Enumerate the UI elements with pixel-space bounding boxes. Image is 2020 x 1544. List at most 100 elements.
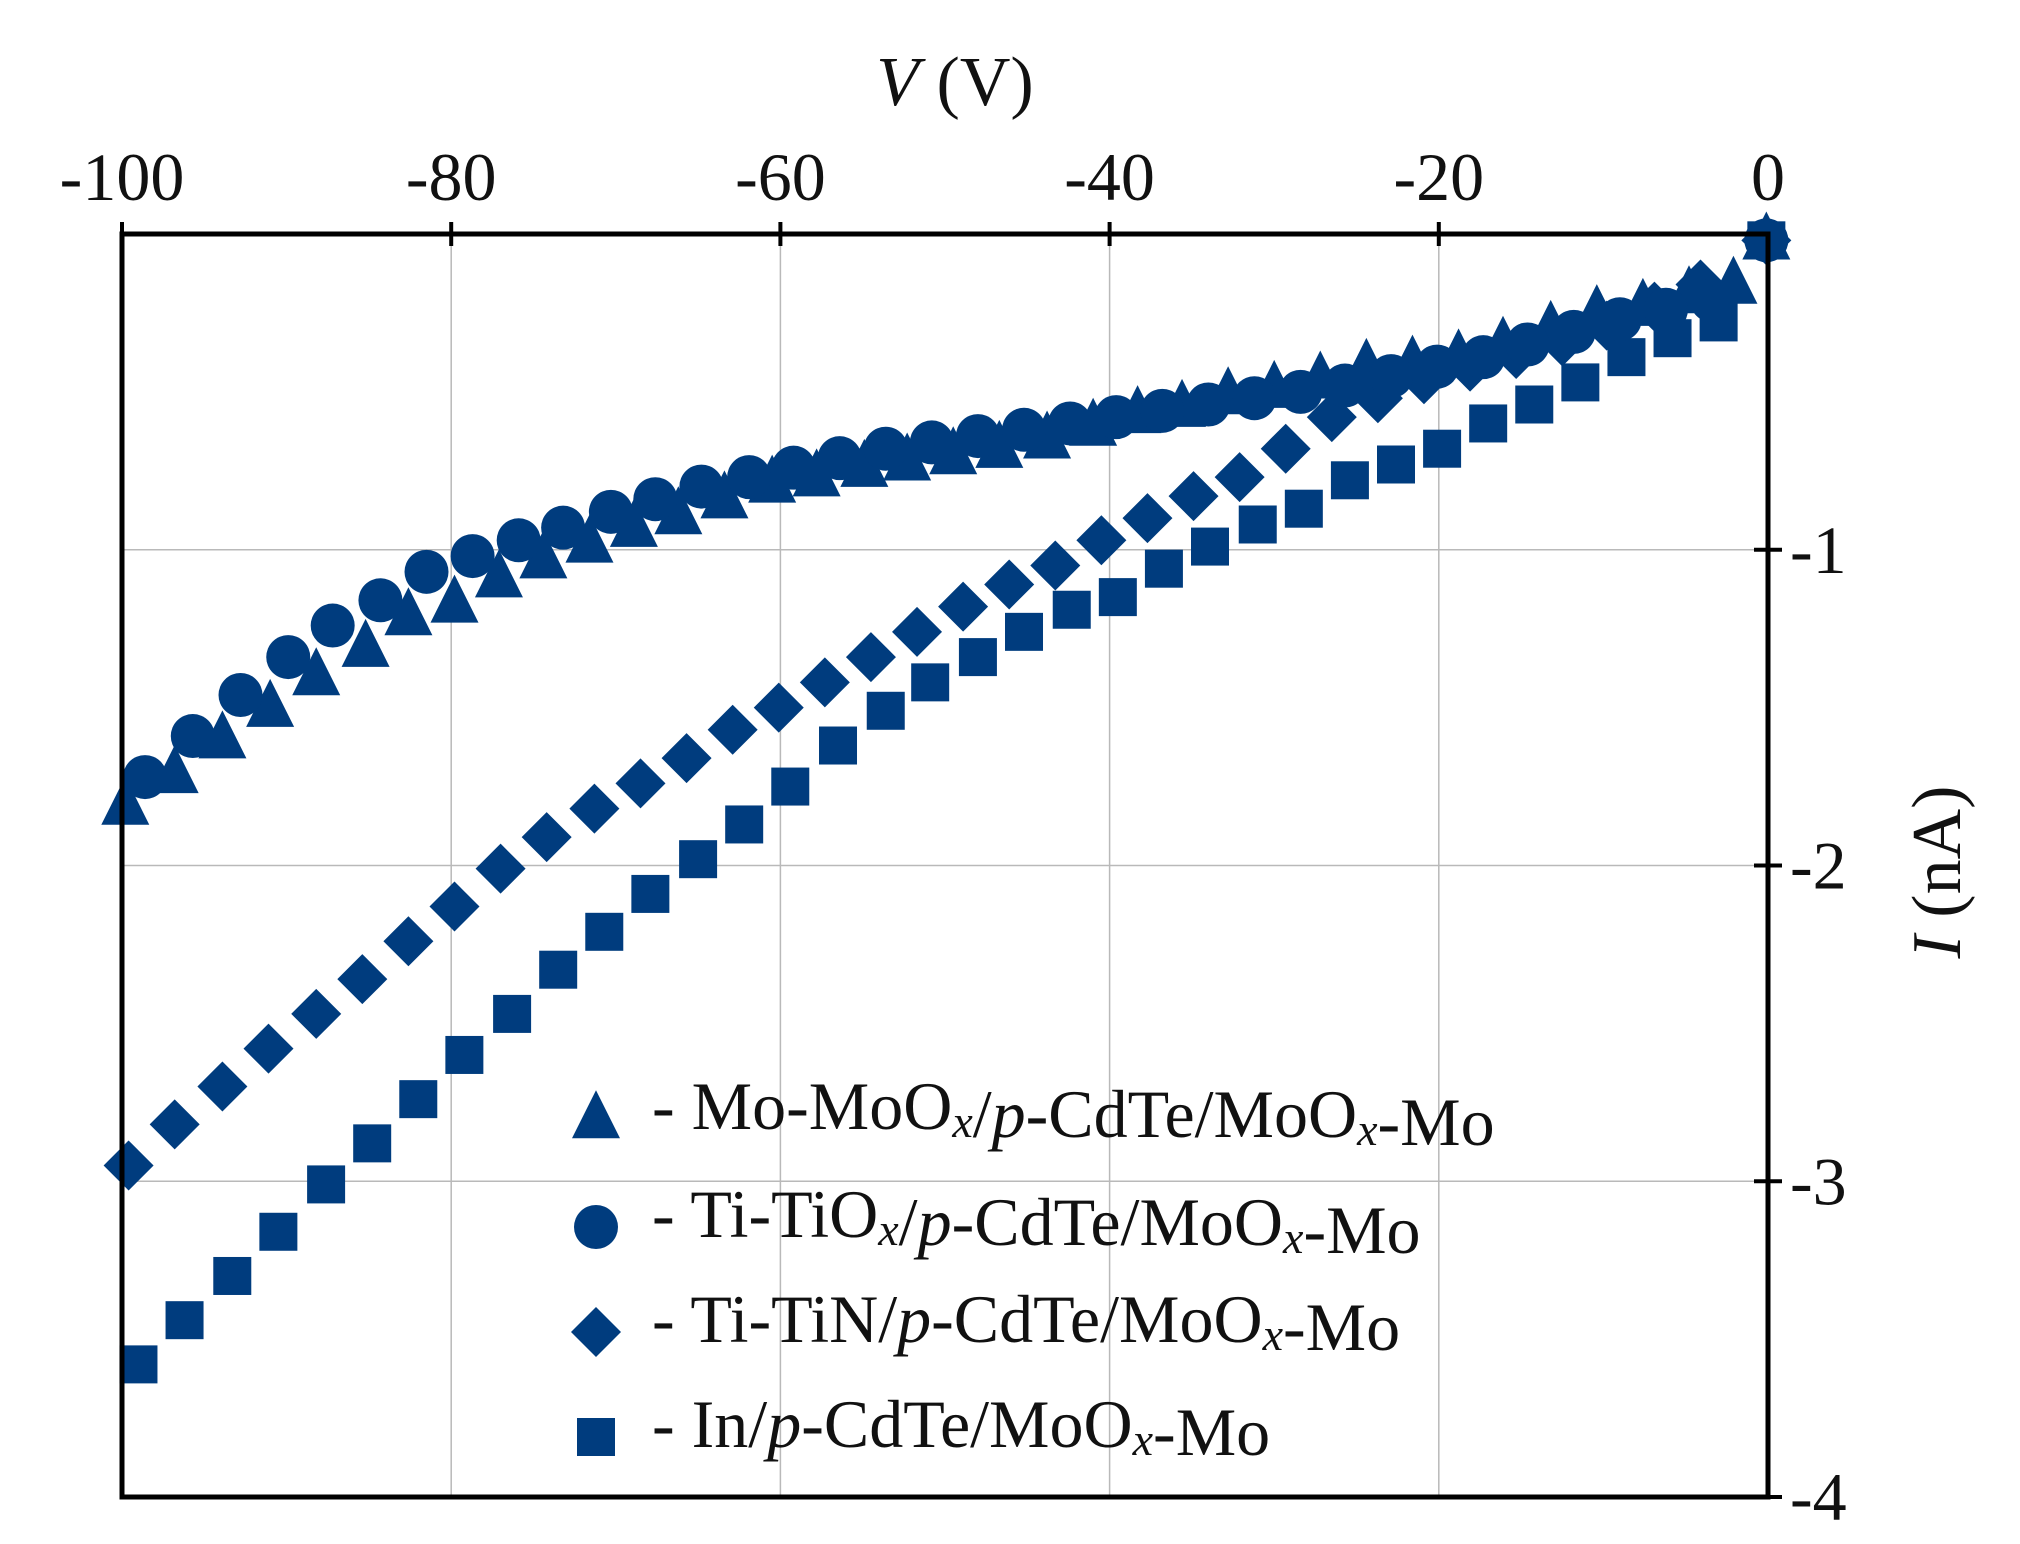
- data-point-square: [771, 767, 810, 806]
- data-markers: [101, 211, 1792, 1384]
- x-axis-title-symbol: V: [876, 44, 926, 121]
- data-point-circle: [1597, 297, 1642, 342]
- data-point-diamond: [475, 843, 526, 894]
- y-axis-title-symbol: I: [1899, 932, 1976, 960]
- data-point-circle: [541, 505, 586, 550]
- y-tick-label: -4: [1790, 1459, 1847, 1535]
- data-point-circle: [909, 420, 954, 465]
- data-point-triangle: [609, 498, 658, 547]
- data-point-square: [119, 1345, 158, 1384]
- data-point-triangle: [101, 776, 150, 825]
- data-point-circle: [1551, 309, 1596, 354]
- data-point-triangle: [292, 647, 341, 696]
- legend-item: - In/p-CdTe/MoOx-Mo: [577, 1386, 1270, 1470]
- x-tick-label: -60: [735, 139, 826, 215]
- data-point-circle: [817, 436, 862, 481]
- legend-marker-circle: [574, 1205, 618, 1249]
- legend-label: - In/p-CdTe/MoOx-Mo: [652, 1386, 1270, 1470]
- data-point-triangle: [474, 549, 523, 598]
- legend-marker-triangle: [572, 1090, 620, 1139]
- data-point-circle: [1140, 388, 1185, 433]
- legend-label: - Mo-MoOx/p-CdTe/MoOx-Mo: [652, 1068, 1495, 1160]
- data-point-square: [1423, 429, 1462, 468]
- legend: - Mo-MoOx/p-CdTe/MoOx-Mo - Ti-TiOx/p-CdTe…: [571, 1068, 1495, 1470]
- data-point-circle: [955, 414, 1000, 459]
- data-point-square: [1515, 385, 1554, 424]
- y-axis-title: I (nA): [1899, 786, 1976, 960]
- series-square: [119, 221, 1786, 1384]
- data-point-square: [631, 874, 670, 913]
- data-point-circle: [1094, 395, 1139, 440]
- data-point-square: [585, 912, 624, 951]
- data-point-diamond: [707, 704, 758, 755]
- data-point-triangle: [341, 618, 390, 667]
- data-point-circle: [1690, 278, 1735, 323]
- data-point-diamond: [429, 881, 480, 932]
- data-point-diamond: [1168, 471, 1219, 522]
- data-point-circle: [863, 426, 908, 471]
- data-point-diamond: [661, 733, 712, 784]
- data-point-triangle: [700, 470, 749, 519]
- data-point-circle: [1048, 401, 1093, 446]
- data-point-diamond: [892, 606, 943, 657]
- data-point-triangle: [654, 486, 703, 535]
- legend-item: - Ti-TiN/p-CdTe/MoOx-Mo: [571, 1281, 1400, 1365]
- data-point-triangle: [246, 678, 295, 727]
- data-point-square: [725, 805, 764, 844]
- data-point-circle: [588, 489, 633, 534]
- legend-label: - Ti-TiN/p-CdTe/MoOx-Mo: [652, 1281, 1400, 1365]
- data-point-diamond: [291, 988, 342, 1039]
- data-point-circle: [170, 714, 215, 759]
- data-point-circle: [1461, 335, 1506, 380]
- y-tick-label: -3: [1790, 1143, 1847, 1219]
- data-point-diamond: [149, 1099, 200, 1150]
- data-point-square: [1469, 404, 1508, 443]
- data-point-circle: [310, 603, 355, 648]
- data-point-triangle: [430, 574, 479, 623]
- data-point-square: [1607, 338, 1646, 377]
- data-point-square: [1052, 590, 1091, 629]
- data-point-diamond: [938, 581, 989, 632]
- x-axis-title: V (V): [876, 44, 1033, 121]
- data-point-triangle: [384, 587, 433, 636]
- data-point-square: [1561, 363, 1600, 402]
- data-point-circle: [450, 534, 495, 579]
- data-point-circle: [123, 755, 168, 800]
- data-point-circle: [1322, 363, 1367, 408]
- data-point-circle: [1232, 376, 1277, 421]
- x-tick-label: 0: [1751, 139, 1785, 215]
- data-point-circle: [1186, 382, 1231, 427]
- series-triangle: [101, 211, 1791, 825]
- legend-marker-diamond: [571, 1307, 621, 1357]
- data-point-diamond: [103, 1140, 154, 1191]
- x-tick-label: -20: [1393, 139, 1484, 215]
- plot-frame: [119, 231, 1771, 1500]
- data-point-square: [539, 950, 578, 989]
- data-point-diamond: [337, 954, 388, 1005]
- data-point-diamond: [615, 758, 666, 809]
- data-point-square: [866, 691, 905, 730]
- data-point-square: [399, 1080, 438, 1119]
- data-point-square: [1238, 505, 1277, 544]
- data-point-diamond: [383, 916, 434, 967]
- y-tick-label: -1: [1790, 512, 1847, 588]
- x-tick-label: -40: [1064, 139, 1155, 215]
- data-point-circle: [1415, 344, 1460, 389]
- data-point-square: [1098, 578, 1137, 617]
- data-point-diamond: [1030, 540, 1081, 591]
- x-tick-label: -80: [406, 139, 497, 215]
- y-axis-title-unit: (nA): [1899, 786, 1976, 936]
- data-point-diamond: [1214, 452, 1265, 503]
- data-point-circle: [1505, 322, 1550, 367]
- data-point-diamond: [569, 783, 620, 834]
- data-point-circle: [1369, 354, 1414, 399]
- legend-item: - Mo-MoOx/p-CdTe/MoOx-Mo: [572, 1068, 1495, 1160]
- data-point-square: [445, 1035, 484, 1074]
- data-point-square: [307, 1165, 346, 1204]
- data-point-circle: [266, 635, 311, 680]
- data-point-circle: [771, 445, 816, 490]
- legend-item: - Ti-TiOx/p-CdTe/MoOx-Mo: [574, 1176, 1421, 1268]
- data-point-square: [165, 1301, 204, 1340]
- data-point-diamond: [1260, 423, 1311, 474]
- data-point-diamond: [243, 1023, 294, 1074]
